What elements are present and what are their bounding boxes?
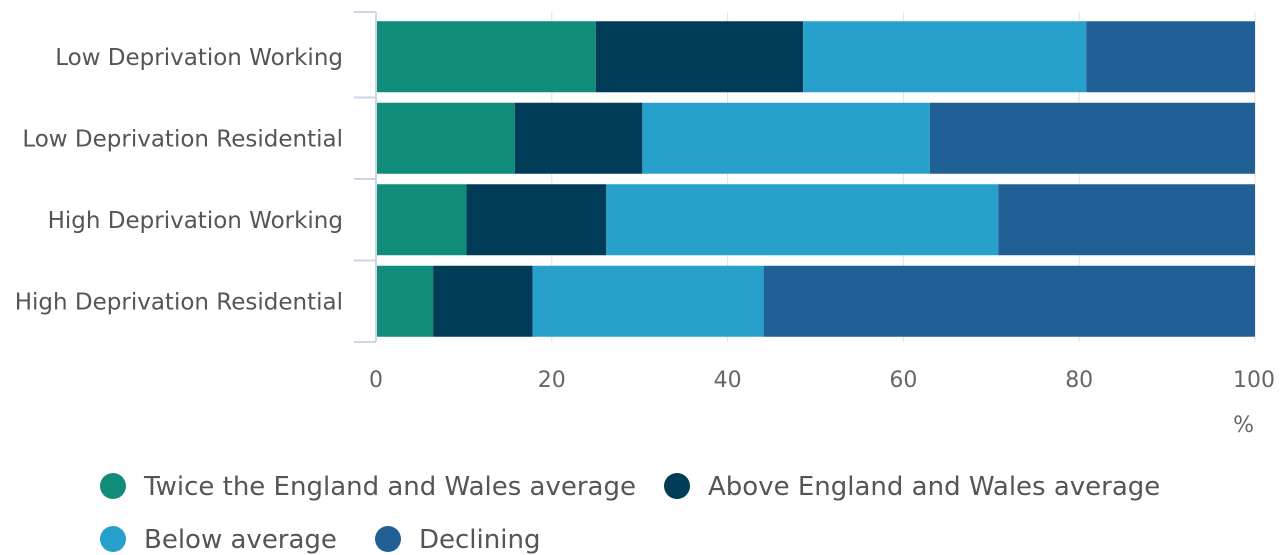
- bar-segment: [1086, 21, 1255, 93]
- bar-segment: [998, 184, 1255, 256]
- bar-segment: [376, 184, 467, 256]
- legend-swatch: [100, 526, 126, 552]
- category-label: High Deprivation Working: [48, 208, 343, 234]
- legend-label: Twice the England and Wales average: [143, 472, 636, 502]
- bar-segment: [532, 265, 764, 337]
- x-unit-label: %: [1233, 413, 1254, 438]
- bar-segment: [514, 102, 643, 174]
- x-tick-label: 80: [1065, 368, 1093, 393]
- bar-segment: [606, 184, 999, 256]
- bar-segment: [376, 265, 434, 337]
- legend-item: Above England and Wales average: [664, 472, 1160, 502]
- legend-item: Declining: [375, 525, 540, 555]
- category-label: High Deprivation Residential: [15, 289, 343, 315]
- bar-segment: [466, 184, 607, 256]
- bar-segment: [763, 265, 1255, 337]
- category-labels: Low Deprivation Working Low Deprivation R…: [15, 45, 343, 316]
- bar-segment: [376, 21, 596, 93]
- legend-swatch: [375, 526, 401, 552]
- legend-label: Above England and Wales average: [708, 472, 1160, 502]
- legend-item: Below average: [100, 525, 337, 555]
- x-tick-label: 40: [714, 368, 742, 393]
- x-tick-label: 100: [1233, 368, 1275, 393]
- x-tick-label: 60: [889, 368, 917, 393]
- category-label: Low Deprivation Working: [55, 45, 343, 71]
- legend-item: Twice the England and Wales average: [100, 472, 636, 502]
- x-tick-label: 0: [369, 368, 383, 393]
- legend-swatch: [664, 473, 690, 499]
- bar-segment: [642, 102, 930, 174]
- legend-label: Below average: [144, 525, 337, 555]
- bar-segment: [595, 21, 804, 93]
- bar-segment: [433, 265, 533, 337]
- bar-segment: [376, 102, 515, 174]
- category-axis: [354, 11, 377, 343]
- bars: [376, 21, 1255, 337]
- bar-segment: [803, 21, 1087, 93]
- legend-label: Declining: [419, 525, 540, 555]
- bar-segment: [929, 102, 1255, 174]
- category-label: Low Deprivation Residential: [22, 126, 343, 152]
- legend-swatch: [100, 473, 126, 499]
- x-tick-labels: 0 20 40 60 80 100: [369, 368, 1275, 393]
- x-tick-label: 20: [538, 368, 566, 393]
- legend: Twice the England and Wales average Above…: [100, 472, 1160, 555]
